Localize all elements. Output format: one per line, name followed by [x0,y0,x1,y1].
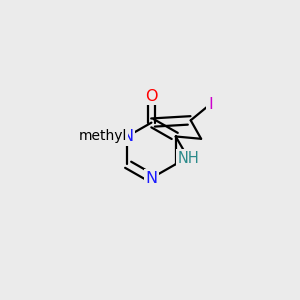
Text: N: N [146,171,158,186]
Text: I: I [208,97,213,112]
Text: methyl: methyl [79,130,127,143]
Text: N: N [121,129,133,144]
Text: NH: NH [178,151,199,166]
Text: O: O [145,88,158,104]
